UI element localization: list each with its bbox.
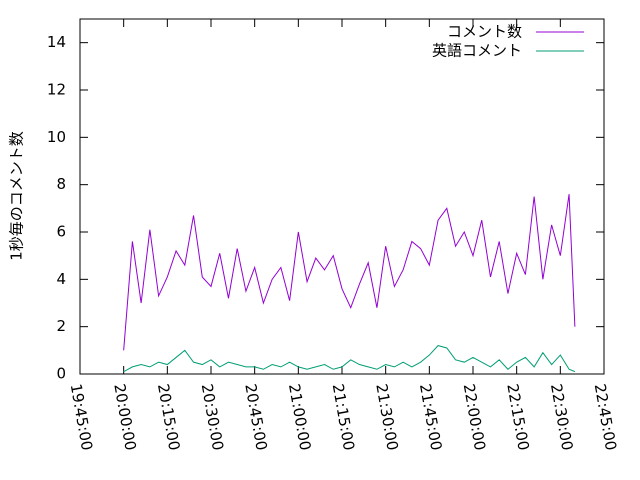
- x-tick-label: 19:45:00: [67, 382, 96, 451]
- y-tick-label: 14: [47, 33, 66, 51]
- x-tick-label: 20:00:00: [110, 382, 139, 451]
- series-line: [123, 194, 576, 351]
- x-tick-label: 22:00:00: [460, 382, 489, 451]
- x-tick-label: 20:45:00: [241, 382, 270, 451]
- x-tick-label: 21:30:00: [372, 382, 401, 451]
- x-tick-label: 21:00:00: [285, 382, 314, 451]
- x-tick-label: 21:45:00: [416, 382, 445, 451]
- y-axis-label: 1秒毎のコメント数: [8, 131, 26, 261]
- y-tick-label: 0: [56, 365, 66, 383]
- x-tick-label: 22:30:00: [547, 382, 576, 451]
- y-tick-label: 12: [47, 81, 66, 99]
- x-tick-label: 22:15:00: [503, 382, 532, 451]
- y-tick-label: 10: [47, 128, 66, 146]
- x-tick-label: 20:30:00: [198, 382, 227, 451]
- x-tick-label: 21:15:00: [329, 382, 358, 451]
- series-line: [123, 345, 576, 373]
- y-tick-label: 8: [56, 175, 66, 193]
- x-tick-label: 20:15:00: [154, 382, 183, 451]
- x-tick-label: 22:45:00: [591, 382, 620, 451]
- y-tick-label: 6: [56, 223, 66, 241]
- plot-border: [79, 18, 605, 375]
- y-tick-label: 2: [56, 317, 66, 335]
- legend-label: コメント数: [447, 23, 522, 41]
- y-tick-label: 4: [56, 270, 66, 288]
- legend-label: 英語コメント: [432, 42, 522, 60]
